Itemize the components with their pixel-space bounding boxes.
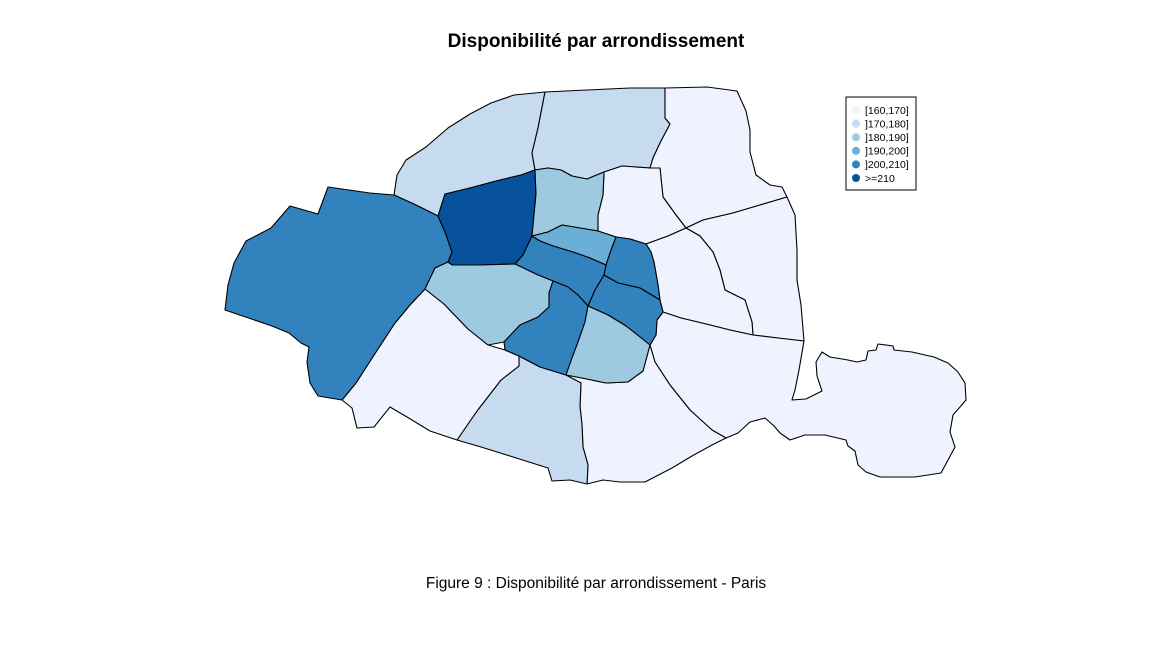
legend-swatch — [852, 133, 860, 142]
legend-swatch — [852, 174, 860, 182]
map-title: Disponibilité par arrondissement — [448, 31, 745, 52]
legend-swatch — [852, 119, 860, 128]
legend-label: ]180,190] — [865, 132, 909, 144]
legend-label: ]190,200] — [865, 146, 909, 158]
legend-label: [160,170] — [865, 105, 909, 117]
arrondissement-12[interactable] — [649, 311, 967, 478]
legend-swatch — [852, 160, 860, 169]
legend-swatch — [852, 106, 860, 114]
legend-label: >=210 — [865, 173, 895, 185]
arrondissement-18[interactable] — [531, 87, 671, 180]
arrondissement-5[interactable] — [565, 305, 651, 384]
map-legend: [160,170]]170,180] ]180,190] ]190,200]]200… — [845, 96, 917, 191]
legend-swatch — [852, 146, 860, 155]
legend-label: ]200,210] — [865, 159, 909, 171]
legend-label: ]170,180] — [865, 118, 909, 130]
figure-caption: Figure 9 : Disponibilité par arrondissem… — [426, 575, 767, 592]
arrondissements-layer — [224, 86, 967, 485]
